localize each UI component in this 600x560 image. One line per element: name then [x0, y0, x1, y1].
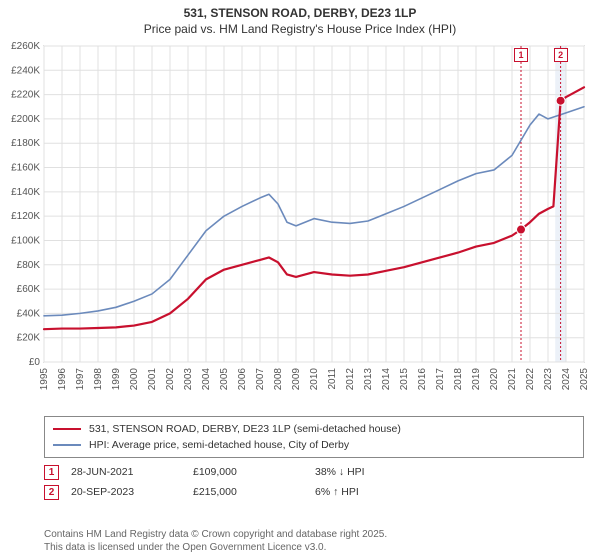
svg-text:2011: 2011: [327, 368, 338, 390]
svg-text:2000: 2000: [129, 368, 140, 391]
legend-swatch: [53, 444, 81, 446]
annotation-diff: 6% ↑ HPI: [315, 486, 425, 498]
title-line2: Price paid vs. HM Land Registry's House …: [10, 22, 590, 38]
svg-text:2002: 2002: [165, 368, 176, 391]
legend-label: HPI: Average price, semi-detached house,…: [89, 439, 349, 451]
svg-text:£100K: £100K: [11, 235, 40, 246]
svg-text:2014: 2014: [381, 368, 392, 391]
svg-text:£120K: £120K: [11, 211, 40, 222]
svg-text:1999: 1999: [111, 368, 122, 391]
annotation-row: 1 28-JUN-2021 £109,000 38% ↓ HPI: [44, 462, 584, 482]
svg-text:1998: 1998: [93, 368, 104, 391]
svg-text:2021: 2021: [507, 368, 518, 391]
svg-text:£180K: £180K: [11, 138, 40, 149]
legend-swatch: [53, 428, 81, 430]
chart-marker-badge: 2: [554, 48, 568, 62]
svg-text:2006: 2006: [237, 368, 248, 391]
annotation-date: 28-JUN-2021: [71, 466, 181, 478]
svg-text:2013: 2013: [363, 368, 374, 391]
legend-label: 531, STENSON ROAD, DERBY, DE23 1LP (semi…: [89, 423, 401, 435]
svg-text:2019: 2019: [471, 368, 482, 391]
annotation-price: £215,000: [193, 486, 303, 498]
svg-text:£240K: £240K: [11, 65, 40, 76]
svg-text:£140K: £140K: [11, 187, 40, 198]
annotation-table: 1 28-JUN-2021 £109,000 38% ↓ HPI 2 20-SEP-202…: [44, 462, 584, 502]
svg-text:£20K: £20K: [17, 333, 41, 344]
footer-line2: This data is licensed under the Open Gov…: [44, 542, 387, 555]
svg-text:1995: 1995: [39, 368, 50, 391]
svg-text:2005: 2005: [219, 368, 230, 391]
svg-text:2018: 2018: [453, 368, 464, 391]
svg-text:1997: 1997: [75, 368, 86, 391]
svg-text:2012: 2012: [345, 368, 356, 391]
svg-text:2025: 2025: [579, 368, 590, 391]
footer-line1: Contains HM Land Registry data © Crown c…: [44, 529, 387, 542]
svg-text:2020: 2020: [489, 368, 500, 391]
svg-text:£80K: £80K: [17, 260, 41, 271]
annotation-diff: 38% ↓ HPI: [315, 466, 425, 478]
annotation-date: 20-SEP-2023: [71, 486, 181, 498]
svg-text:£260K: £260K: [11, 41, 40, 52]
svg-text:2004: 2004: [201, 368, 212, 391]
svg-text:2016: 2016: [417, 368, 428, 391]
svg-text:2008: 2008: [273, 368, 284, 391]
svg-text:2003: 2003: [183, 368, 194, 391]
svg-text:2024: 2024: [561, 368, 572, 391]
footer-attribution: Contains HM Land Registry data © Crown c…: [44, 529, 387, 554]
svg-text:£40K: £40K: [17, 308, 41, 319]
svg-text:£60K: £60K: [17, 284, 41, 295]
svg-text:1996: 1996: [57, 368, 68, 391]
chart-marker-badge: 1: [514, 48, 528, 62]
annotation-badge: 1: [44, 465, 59, 480]
chart-title: 531, STENSON ROAD, DERBY, DE23 1LP Price…: [0, 0, 600, 41]
svg-text:2017: 2017: [435, 368, 446, 391]
legend: 531, STENSON ROAD, DERBY, DE23 1LP (semi…: [44, 416, 584, 458]
annotation-price: £109,000: [193, 466, 303, 478]
legend-item: HPI: Average price, semi-detached house,…: [53, 437, 575, 453]
svg-text:2007: 2007: [255, 368, 266, 391]
line-chart: £0 £20K £40K £60K £80K £100K £120K £140K £160K £1…: [0, 40, 600, 410]
svg-text:2009: 2009: [291, 368, 302, 391]
svg-text:2022: 2022: [525, 368, 536, 391]
svg-text:£0: £0: [29, 357, 41, 368]
annotation-row: 2 20-SEP-2023 £215,000 6% ↑ HPI: [44, 482, 584, 502]
svg-text:2010: 2010: [309, 368, 320, 391]
title-line1: 531, STENSON ROAD, DERBY, DE23 1LP: [10, 6, 590, 22]
svg-text:£220K: £220K: [11, 90, 40, 101]
annotation-badge: 2: [44, 485, 59, 500]
svg-text:£160K: £160K: [11, 163, 40, 174]
svg-text:2001: 2001: [147, 368, 158, 391]
svg-text:£200K: £200K: [11, 114, 40, 125]
svg-text:2015: 2015: [399, 368, 410, 391]
legend-item: 531, STENSON ROAD, DERBY, DE23 1LP (semi…: [53, 421, 575, 437]
svg-text:2023: 2023: [543, 368, 554, 391]
